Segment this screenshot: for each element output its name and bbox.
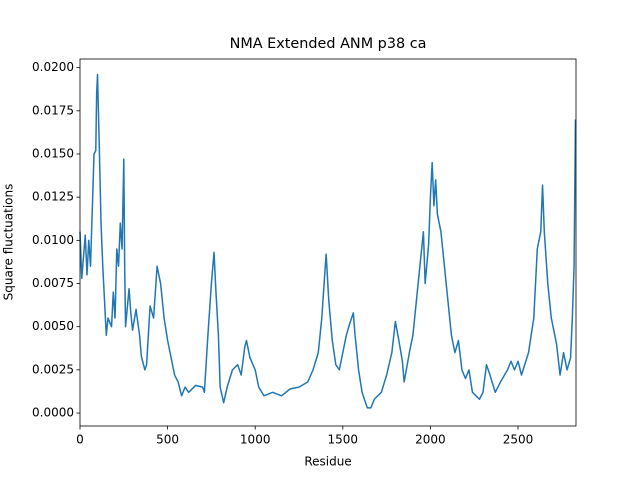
x-tick-label: 500 xyxy=(156,433,179,447)
plot-frame xyxy=(79,58,577,427)
y-tick-label: 0.0050 xyxy=(32,319,74,333)
x-tick-label: 2000 xyxy=(415,433,446,447)
y-tick-label: 0.0125 xyxy=(32,190,74,204)
y-tick-label: 0.0075 xyxy=(32,276,74,290)
x-tick-label: 1000 xyxy=(240,433,271,447)
x-axis-label: Residue xyxy=(304,455,351,469)
data-line xyxy=(79,73,577,409)
y-tick-label: 0.0150 xyxy=(32,146,74,160)
x-tick-label: 1500 xyxy=(328,433,359,447)
x-tick-label: 0 xyxy=(76,433,84,447)
y-tick-label: 0.0175 xyxy=(32,103,74,117)
y-tick-label: 0.0000 xyxy=(32,406,74,420)
y-tick-label: 0.0025 xyxy=(32,362,74,376)
x-tick-label: 2500 xyxy=(503,433,534,447)
y-axis-label: Square fluctuations xyxy=(2,184,16,301)
chart-title: NMA Extended ANM p38 ca xyxy=(230,36,427,52)
y-tick-label: 0.0200 xyxy=(32,60,74,74)
y-tick-label: 0.0100 xyxy=(32,233,74,247)
